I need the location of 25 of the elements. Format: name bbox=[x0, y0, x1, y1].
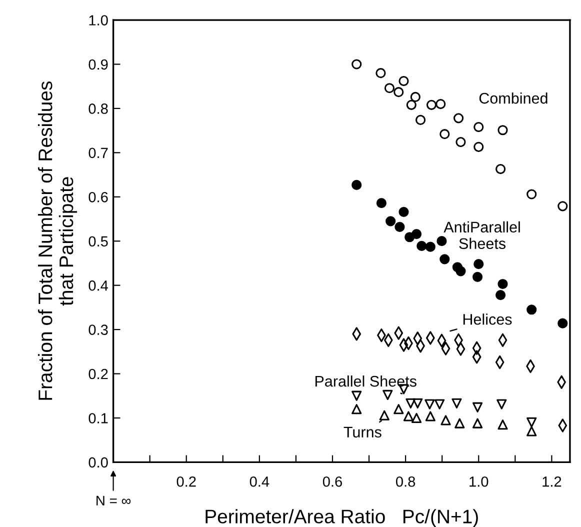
y-tick-label: 0.9 bbox=[88, 59, 108, 70]
series-label: Helices bbox=[463, 314, 512, 325]
y-tick-label: 0.6 bbox=[88, 192, 108, 202]
y-tick-label: 0.0 bbox=[88, 457, 108, 468]
x-tick-label: 0.8 bbox=[396, 476, 416, 487]
x-tick-label: 0.6 bbox=[322, 476, 342, 487]
y-axis-title: Fraction of Total Number of Residues that Participate bbox=[38, 81, 78, 400]
x-tick-label: 0.4 bbox=[250, 476, 270, 487]
y-tick-label: 1.0 bbox=[89, 15, 108, 26]
y-tick-label: 0.3 bbox=[88, 324, 108, 335]
y-tick-label: 0.8 bbox=[88, 104, 108, 114]
series-label: Combined bbox=[479, 92, 548, 104]
series-label: Parallel Sheets bbox=[315, 375, 416, 387]
x-tick-label: 1.2 bbox=[542, 476, 562, 487]
legend-label: Turns bbox=[344, 426, 382, 438]
y-tick-label: 0.5 bbox=[88, 236, 108, 247]
text: N = ∞ bbox=[96, 496, 131, 506]
y-tick-label: 0.7 bbox=[88, 148, 108, 158]
y-tick-label: 0.1 bbox=[88, 413, 108, 424]
y-tick-label: 0.2 bbox=[88, 368, 108, 380]
x-tick-label: 0.2 bbox=[176, 476, 196, 487]
series-label: AntiParallel Sheets bbox=[444, 221, 520, 250]
y-tick-label: 0.4 bbox=[88, 280, 108, 291]
x-axis-title: Perimeter/Area Ratio Pc/(N+1) bbox=[206, 509, 478, 527]
x-tick-label: 1.0 bbox=[470, 476, 488, 487]
